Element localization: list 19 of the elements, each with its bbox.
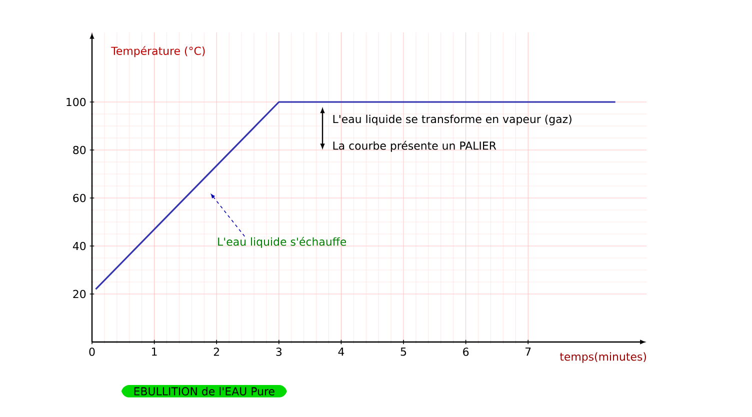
y-tick-label: 100 (66, 98, 86, 106)
x-axis-title: temps(minutes) (560, 352, 646, 363)
annotation: L'eau liquide s'échauffe (218, 236, 346, 248)
x-tick-label: 3 (276, 348, 282, 356)
y-tick-label: 20 (73, 290, 86, 298)
y-tick-label: 40 (72, 242, 86, 250)
x-tick-label: 5 (400, 348, 406, 356)
y-tick-label: 80 (73, 146, 86, 154)
text: EBULLITION de l'EAU Pure (134, 386, 274, 396)
annotation: L'eau liquide se transforme en vapeur (gaz) (333, 114, 572, 126)
x-tick-label: 1 (152, 348, 157, 356)
x-tick-label: 7 (526, 348, 531, 356)
annotation: La courbe présente un PALIER (333, 140, 496, 152)
y-axis-title: Température (°C) (111, 46, 205, 58)
x-tick-label: 4 (338, 348, 344, 356)
x-tick-label: 0 (89, 348, 95, 356)
x-tick-label: 6 (463, 348, 469, 356)
x-tick-label: 2 (214, 348, 219, 356)
y-tick-label: 60 (73, 194, 86, 202)
